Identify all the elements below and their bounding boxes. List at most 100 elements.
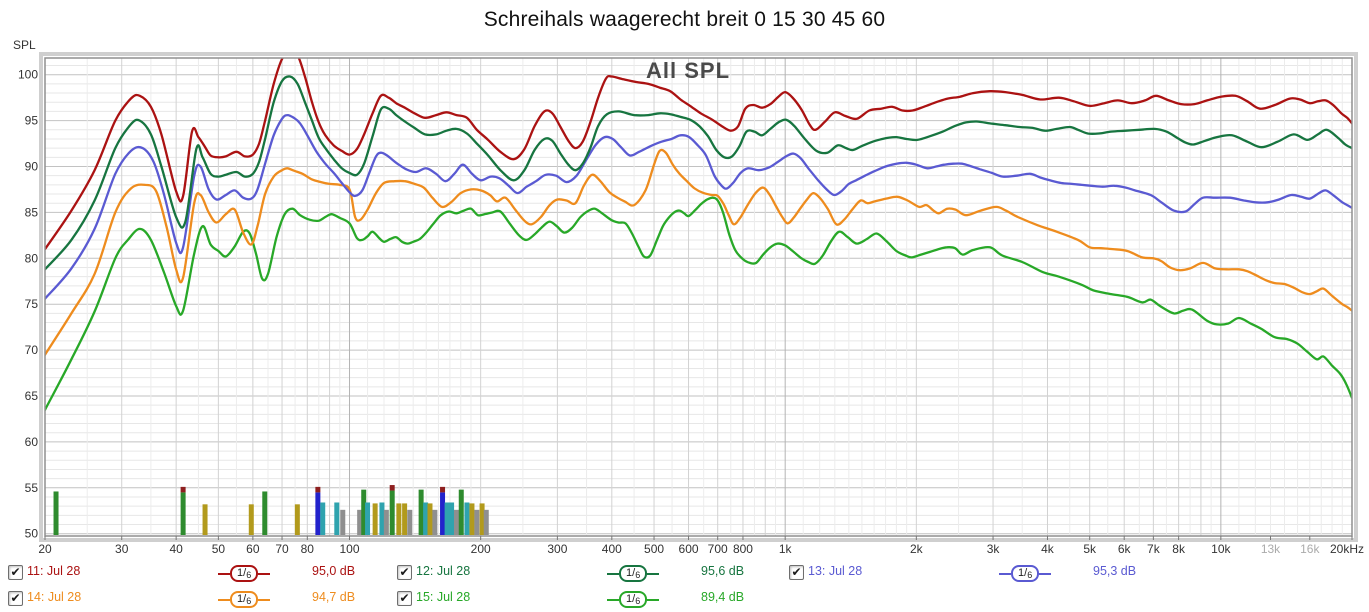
badge-line [258, 572, 271, 575]
smoothing-value: 1/6 [619, 591, 648, 608]
x-axis-label: 30 [115, 542, 129, 556]
spectrum-bar [320, 502, 326, 535]
spectrum-bar [418, 489, 424, 535]
spectrum-bar [389, 490, 395, 535]
chart-frame-bevel [39, 52, 1358, 542]
badge-line [218, 598, 230, 601]
legend-checkbox-15[interactable]: ✔ [397, 591, 412, 606]
x-axis-label: 200 [471, 542, 491, 556]
spectrum-bar [396, 503, 402, 535]
spectrum-bar [315, 492, 321, 535]
spectrum-bar [361, 489, 367, 535]
x-axis-label: 300 [547, 542, 567, 556]
spectrum-bar [427, 503, 433, 535]
legend-checkbox-11[interactable]: ✔ [8, 565, 23, 580]
x-axis-label: 5k [1083, 542, 1097, 556]
x-axis-label: 500 [644, 542, 664, 556]
spectrum-bar [407, 509, 413, 535]
x-axis-label: 6k [1118, 542, 1132, 556]
smoothing-badge-12[interactable]: 1/6 [607, 565, 660, 582]
x-axis-label: 80 [301, 542, 315, 556]
measurement-curve-12 [45, 75, 1352, 271]
legend-label-12: 12: Jul 28 [416, 564, 471, 578]
x-axis-label: 2k [910, 542, 924, 556]
measurement-curve-11 [45, 58, 1352, 251]
x-axis-label: 8k [1172, 542, 1186, 556]
x-axis-label: 50 [212, 542, 226, 556]
y-axis-label: 60 [25, 435, 39, 449]
smoothing-value: 1/6 [230, 565, 259, 582]
measurement-curve-14 [45, 148, 1352, 356]
smoothing-badge-13[interactable]: 1/6 [999, 565, 1052, 582]
y-axis-label: 50 [25, 527, 39, 541]
spectrum-bar-cap [180, 486, 186, 493]
spectrum-bar [483, 509, 489, 535]
spectrum-bar [449, 502, 455, 535]
x-axis-label: 3k [987, 542, 1001, 556]
badge-line [647, 598, 660, 601]
badge-line [647, 572, 660, 575]
x-axis-label: 16k [1300, 542, 1320, 556]
legend-level-value-14: 94,7 dB [312, 590, 356, 604]
x-axis-label: 7k [1147, 542, 1161, 556]
legend-checkbox-12[interactable]: ✔ [397, 565, 412, 580]
spectrum-bar-cap [315, 486, 321, 493]
x-axis-label: 70 [275, 542, 289, 556]
spectrum-bar [402, 503, 408, 535]
legend-label-14: 14: Jul 28 [27, 590, 82, 604]
badge-line [607, 598, 619, 601]
x-axis-label: 800 [733, 542, 753, 556]
spectrum-bar [202, 504, 208, 535]
x-axis-label: 400 [602, 542, 622, 556]
x-axis-label: 4k [1041, 542, 1055, 556]
spectrum-bar [469, 503, 475, 535]
plot-area [45, 58, 1352, 536]
smoothing-badge-11[interactable]: 1/6 [218, 565, 271, 582]
smoothing-badge-14[interactable]: 1/6 [218, 591, 271, 608]
legend-checkbox-13[interactable]: ✔ [789, 565, 804, 580]
spectrum-bar [53, 491, 59, 535]
x-axis-label: 60 [246, 542, 260, 556]
spectrum-bar [357, 509, 363, 535]
y-axis-label: 75 [25, 297, 39, 311]
measurement-curve-13 [45, 113, 1352, 300]
spectrum-bar [340, 509, 346, 535]
spectrum-bar [444, 502, 450, 535]
spectrum-bar [458, 489, 464, 535]
spectrum-bar [440, 492, 446, 535]
legend-level-value-13: 95,3 dB [1093, 564, 1137, 578]
spectrum-bar [248, 504, 254, 535]
y-axis-label: 100 [18, 68, 38, 82]
smoothing-value: 1/6 [1011, 565, 1040, 582]
legend-label-15: 15: Jul 28 [416, 590, 471, 604]
legend-checkbox-14[interactable]: ✔ [8, 591, 23, 606]
spectrum-bar [334, 502, 340, 535]
chart-title: Schreihals waagerecht breit 0 15 30 45 6… [483, 8, 886, 31]
x-axis-label: 20 [38, 542, 52, 556]
badge-line [218, 572, 230, 575]
badge-line [258, 598, 271, 601]
legend-level-value-11: 95,0 dB [312, 564, 356, 578]
spectrum-bar-cap [440, 486, 446, 493]
spectrum-bar [383, 509, 389, 535]
spectrum-bar [479, 503, 485, 535]
spectrum-bar [423, 502, 429, 535]
y-axis-label: 85 [25, 205, 39, 219]
smoothing-badge-15[interactable]: 1/6 [607, 591, 660, 608]
spectrum-bar [474, 509, 480, 535]
legend-level-value-12: 95,6 dB [701, 564, 745, 578]
spectrum-bar [294, 504, 300, 535]
smoothing-value: 1/6 [230, 591, 259, 608]
x-axis-label: 20kHz [1330, 542, 1364, 556]
y-axis-label: 70 [25, 343, 39, 357]
measurement-curve-15 [45, 196, 1352, 411]
spectrum-bar [453, 509, 459, 535]
legend-label-13: 13: Jul 28 [808, 564, 863, 578]
y-axis-title: SPL [13, 38, 36, 52]
smoothing-value: 1/6 [619, 565, 648, 582]
y-axis-label: 55 [25, 481, 39, 495]
spectrum-bar [432, 509, 438, 535]
spectrum-bar [262, 491, 268, 535]
